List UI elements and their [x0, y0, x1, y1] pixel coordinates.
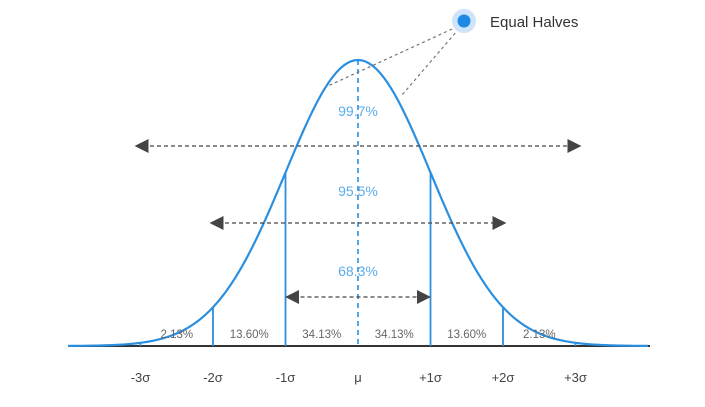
axis-tick-label: +1σ — [419, 370, 442, 385]
axis-tick-label: +2σ — [492, 370, 515, 385]
range-labels: 99.7% 95.5% 68.3% — [338, 103, 378, 279]
segment-label: 13.60% — [230, 329, 269, 341]
segment-labels: 2.13% 13.60% 34.13% 34.13% 13.60% 2.13% — [160, 329, 555, 341]
axis-tick-labels: -3σ -2σ -1σ μ +1σ +2σ +3σ — [131, 370, 587, 385]
range-label-99-7: 99.7% — [338, 103, 378, 119]
range-arrows — [134, 139, 582, 304]
segment-label: 13.60% — [447, 329, 486, 341]
range-label-95-5: 95.5% — [338, 183, 378, 199]
legend-pointer-line — [401, 23, 464, 96]
legend-pointer-line — [327, 23, 464, 87]
segment-label: 2.13% — [523, 329, 556, 341]
axis-tick-label: -3σ — [131, 370, 151, 385]
axis-tick-label: μ — [354, 370, 362, 385]
sigma-lines — [139, 172, 577, 346]
axis-tick-label: -1σ — [276, 370, 296, 385]
blue-dot-icon — [457, 14, 471, 28]
axis-tick-label: -2σ — [203, 370, 223, 385]
legend: Equal Halves — [327, 9, 578, 96]
segment-label: 34.13% — [375, 329, 414, 341]
segment-label: 34.13% — [302, 329, 341, 341]
segment-label: 2.13% — [160, 329, 193, 341]
legend-label: Equal Halves — [490, 14, 578, 31]
axis-tick-label: +3σ — [564, 370, 587, 385]
range-label-68-3: 68.3% — [338, 263, 378, 279]
